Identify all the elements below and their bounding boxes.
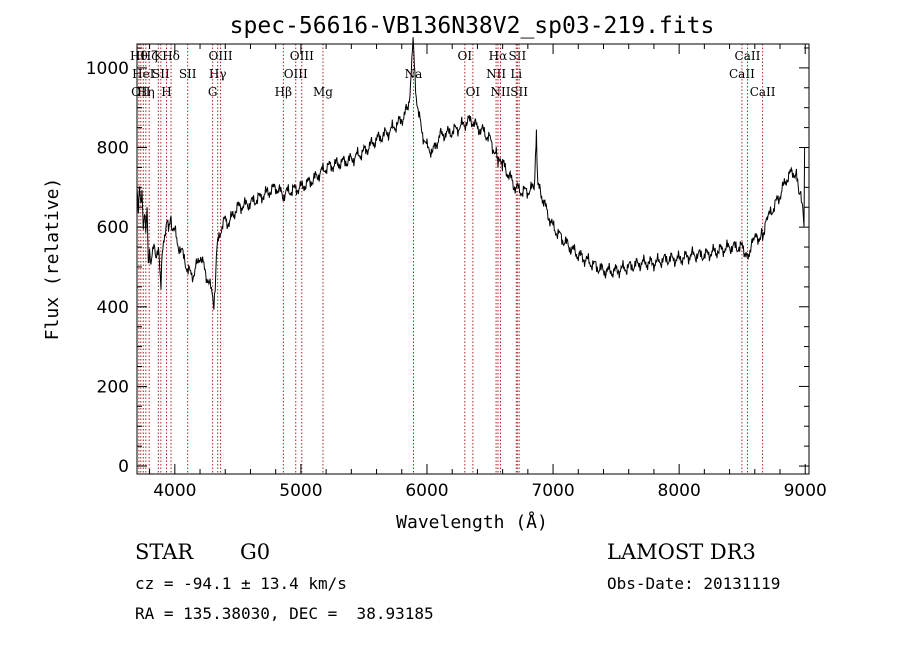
subclass-label: G0: [240, 540, 271, 564]
spectral-line-label: Mg: [313, 85, 333, 99]
spectral-line-label: OIII: [290, 49, 314, 63]
y-tick-label: 800: [97, 139, 129, 159]
survey-label: LAMOST DR3: [607, 540, 756, 564]
x-tick-label: 9000: [784, 481, 827, 501]
spectral-line-label: OI: [458, 49, 473, 63]
coords-text: RA = 135.38030, DEC = 38.93185: [135, 604, 434, 623]
y-tick-label: 0: [118, 457, 129, 477]
spectral-line-label: CaII: [750, 85, 776, 99]
spectral-line-label: SII: [152, 67, 170, 81]
spectral-line-label: Li: [510, 67, 522, 81]
spectrum-line: [136, 37, 806, 310]
spectral-line-label: SII: [509, 49, 527, 63]
spectral-line-label: Hγ: [209, 67, 227, 81]
x-tick-label: 7000: [531, 481, 574, 501]
plot-frame: [136, 43, 810, 475]
y-axis-label: Flux (relative): [42, 178, 63, 341]
spectral-line-label: CaII: [735, 49, 761, 63]
spectral-line-label: H: [161, 85, 171, 99]
axes-group: 4000 5000 6000 7000 8000 9000 0 200 400 600 800 100…: [86, 43, 827, 501]
spectral-line-label: Hβ: [275, 85, 292, 99]
spectral-line-label: Hδ: [162, 49, 180, 63]
spectral-line-label: Hη: [137, 85, 155, 99]
y-tick-label: 600: [97, 218, 129, 238]
x-tick-label: 5000: [279, 481, 322, 501]
x-tick-label: 4000: [153, 481, 196, 501]
spectral-line-label: CaII: [729, 67, 755, 81]
spectral-line-label: SII: [179, 67, 197, 81]
y-tick-label: 400: [97, 298, 129, 318]
spectral-line-label: OII: [131, 85, 151, 99]
spectral-line-label: Na: [405, 67, 423, 81]
spectral-line-label: Hα: [489, 49, 508, 63]
spectral-line-label: K: [154, 49, 164, 63]
spectral-line-label: OIII: [284, 67, 308, 81]
spectral-line-label: HeI: [132, 67, 155, 81]
x-tick-label: 8000: [658, 481, 701, 501]
spectral-line-label: SII: [510, 85, 528, 99]
spectral-line-label: OI: [466, 85, 481, 99]
x-tick-label: 6000: [405, 481, 448, 501]
spectral-line-label: NII: [490, 85, 510, 99]
y-tick-label: 200: [97, 377, 129, 397]
chart-title: spec-56616-VB136N38V2_sp03-219.fits: [230, 13, 715, 39]
class-label: STAR: [135, 540, 194, 564]
y-tick-label: 1000: [86, 59, 129, 79]
spectral-line-label: Hζ: [141, 49, 158, 63]
spectral-line-label: G: [208, 85, 218, 99]
spectral-line-label: NII: [486, 67, 506, 81]
x-axis-label: Wavelength (Å): [396, 511, 548, 533]
obs-date-text: Obs-Date: 20131119: [607, 574, 781, 593]
spectral-line-label: OIII: [209, 49, 233, 63]
spectrum-series-group: [136, 37, 806, 310]
redshift-text: cz = -94.1 ± 13.4 km/s: [135, 574, 347, 593]
spectral-lines-group: HθOIIHeIHηHζKSIIHHδSIIGHγOIIIHβOIIIOIIIM…: [130, 44, 776, 474]
